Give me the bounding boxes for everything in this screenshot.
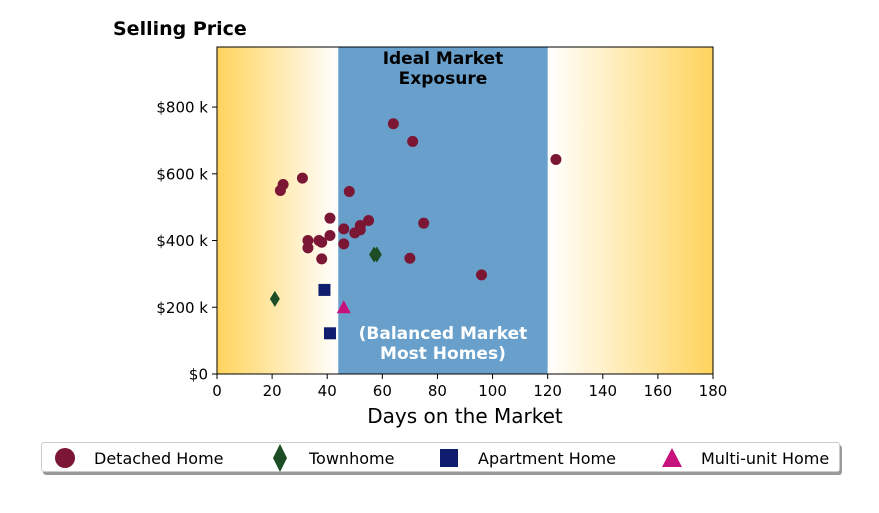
x-tick-label: 0 xyxy=(212,382,222,400)
square-marker-icon xyxy=(434,443,464,473)
detached-home-point xyxy=(296,172,308,184)
x-axis: 0 20 40 60 80 100 120 140 160 180 xyxy=(212,374,727,400)
detached-home-point xyxy=(316,236,328,248)
detached-home-point xyxy=(418,217,430,229)
y-tick-label: $200 k xyxy=(156,299,208,317)
detached-home-point xyxy=(363,215,375,227)
circle-marker-icon xyxy=(50,443,80,473)
townhome-point xyxy=(269,290,280,307)
x-tick-label: 20 xyxy=(263,382,282,400)
background-gradient-right xyxy=(547,47,713,374)
legend-label: Detached Home xyxy=(94,448,224,468)
detached-home-point xyxy=(404,252,416,264)
background-gradient-left xyxy=(217,47,339,374)
legend-item-multi-unit: Multi-unit Home xyxy=(657,443,829,473)
legend-label: Multi-unit Home xyxy=(701,448,830,468)
plot-frame xyxy=(216,46,714,375)
detached-home-point xyxy=(302,242,314,254)
detached-home-point xyxy=(387,118,399,130)
data-points xyxy=(269,118,562,340)
detached-home-point xyxy=(550,153,562,165)
detached-home-point xyxy=(354,224,366,236)
detached-home-point xyxy=(476,269,488,281)
legend: Detached Home Townhome Apartment Home Mu… xyxy=(41,442,840,472)
detached-home-point xyxy=(324,212,336,224)
band-bottom-label: (Balanced Market Most Homes) xyxy=(359,324,528,364)
detached-home-point xyxy=(338,238,350,250)
townhome-point xyxy=(371,246,382,263)
x-tick-label: 140 xyxy=(588,382,617,400)
apartment-home-point xyxy=(318,283,331,296)
x-tick-label: 180 xyxy=(699,382,728,400)
x-tick-label: 80 xyxy=(428,382,447,400)
y-tick-label: $0 xyxy=(189,366,208,384)
x-tick-label: 160 xyxy=(644,382,673,400)
detached-home-point xyxy=(407,135,419,147)
legend-label: Apartment Home xyxy=(478,448,616,468)
detached-home-point xyxy=(277,178,289,190)
detached-home-point xyxy=(343,185,355,197)
scatter-chart: Ideal Market Exposure (Balanced Market Mos… xyxy=(113,18,727,428)
chart-title: Selling Price xyxy=(113,18,247,40)
y-tick-label: $600 k xyxy=(156,165,208,183)
y-tick-label: $800 k xyxy=(156,99,208,117)
apartment-home-point xyxy=(323,327,336,340)
legend-item-apartment: Apartment Home xyxy=(434,443,616,473)
x-tick-label: 60 xyxy=(373,382,392,400)
triangle-marker-icon xyxy=(657,443,687,473)
y-axis: $0 $200 k $400 k $600 k $800 k xyxy=(156,99,217,384)
x-tick-label: 120 xyxy=(533,382,562,400)
multi-unit-home-point xyxy=(336,300,351,314)
detached-home-point xyxy=(338,223,350,235)
y-tick-label: $400 k xyxy=(156,232,208,250)
x-tick-label: 100 xyxy=(478,382,507,400)
x-axis-label: Days on the Market xyxy=(367,404,563,428)
detached-home-point xyxy=(324,230,336,242)
detached-home-point xyxy=(316,253,328,265)
x-tick-label: 40 xyxy=(318,382,337,400)
legend-item-townhome: Townhome xyxy=(265,443,394,473)
ideal-market-band xyxy=(338,47,548,374)
legend-label: Townhome xyxy=(309,448,395,468)
legend-item-detached: Detached Home xyxy=(50,443,224,473)
diamond-marker-icon xyxy=(265,443,295,473)
band-top-label: Ideal Market Exposure xyxy=(383,49,504,89)
